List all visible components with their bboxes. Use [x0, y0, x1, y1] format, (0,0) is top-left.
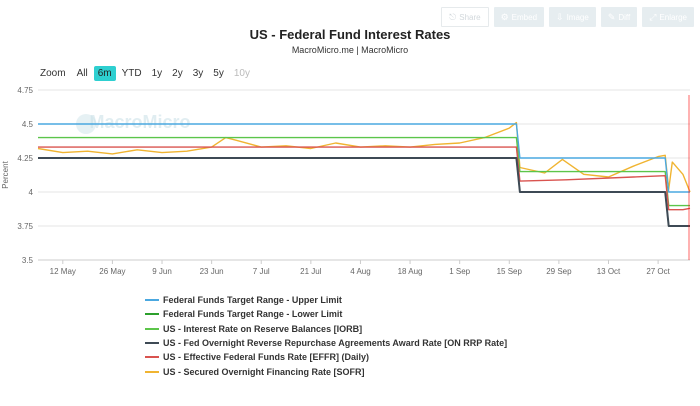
- zoom-6m-button[interactable]: 6m: [93, 66, 116, 81]
- y-tick-label: 4.75: [17, 86, 33, 95]
- legend-swatch-effr: [145, 356, 159, 359]
- x-tick-label: 21 Jul: [300, 267, 322, 276]
- x-tick-label: 26 May: [99, 267, 125, 276]
- y-axis-label: Percent: [1, 160, 10, 188]
- y-tick-label: 3.75: [17, 222, 33, 231]
- zoom-ytd-button[interactable]: YTD: [121, 68, 142, 79]
- series-line-sofr: [37, 121, 691, 193]
- x-tick-label: 18 Aug: [398, 267, 423, 276]
- diff-label: Diff: [618, 12, 631, 22]
- series-line-effr: [38, 146, 691, 211]
- share-label: Share: [459, 12, 481, 22]
- series-line-iorb: [38, 136, 690, 207]
- zoom-all-button[interactable]: All: [76, 68, 88, 79]
- x-tick-label: 4 Aug: [350, 267, 370, 276]
- chart-toolbar: ⎋ Share ⚙ Embed ⇩ Image ✎ Diff ⤢ Enlarge: [441, 7, 694, 27]
- legend-item-upper-limit[interactable]: Federal Funds Target Range - Upper Limit: [145, 293, 507, 307]
- zoom-label: Zoom: [40, 68, 66, 79]
- embed-button[interactable]: ⚙ Embed: [493, 7, 545, 27]
- y-tick-label: 4.5: [22, 120, 34, 129]
- zoom-3y-button[interactable]: 3y: [192, 68, 204, 79]
- series-line-onrrp: [38, 157, 690, 227]
- legend-swatch-onrrp: [145, 342, 159, 345]
- zoom-5y-button[interactable]: 5y: [213, 68, 224, 79]
- legend-item-iorb[interactable]: US - Interest Rate on Reserve Balances […: [145, 322, 507, 336]
- x-tick-label: 12 May: [50, 267, 76, 276]
- legend-item-effr[interactable]: US - Effective Federal Funds Rate [EFFR]…: [145, 350, 507, 364]
- y-tick-label: 4: [29, 188, 34, 197]
- x-tick-label: 9 Jun: [152, 267, 172, 276]
- legend-label-onrrp: US - Fed Overnight Reverse Repurchase Ag…: [163, 338, 508, 349]
- legend-swatch-sofr: [145, 370, 159, 373]
- x-tick-label: 23 Jun: [200, 267, 224, 276]
- legend-label-lower: Federal Funds Target Range - Lower Limit: [163, 309, 343, 320]
- zoom-10y-button[interactable]: 10y: [233, 68, 250, 79]
- x-tick-label: 1 Sep: [449, 267, 470, 276]
- legend-label-iorb: US - Interest Rate on Reserve Balances […: [163, 323, 363, 334]
- zoom-selector: Zoom All 6m YTD 1y 2y 3y 5y 10y: [40, 66, 256, 81]
- legend-swatch-lower: [145, 313, 159, 316]
- legend-label-effr: US - Effective Federal Funds Rate [EFFR]…: [163, 352, 370, 363]
- download-icon: ⇩: [556, 11, 564, 22]
- legend-item-lower-limit[interactable]: Federal Funds Target Range - Lower Limit: [145, 307, 507, 321]
- chart-subtitle: MacroMicro.me | MacroMicro: [291, 45, 409, 55]
- legend-item-onrrp[interactable]: US - Fed Overnight Reverse Repurchase Ag…: [145, 336, 507, 350]
- enlarge-icon: ⤢: [649, 11, 657, 22]
- x-tick-label: 15 Sep: [497, 267, 523, 276]
- enlarge-label: Enlarge: [659, 12, 687, 22]
- enlarge-button[interactable]: ⤢ Enlarge: [642, 7, 694, 27]
- diff-button[interactable]: ✎ Diff: [600, 7, 638, 27]
- embed-icon: ⚙: [500, 11, 509, 22]
- x-tick-label: 29 Sep: [546, 267, 572, 276]
- share-icon: ⎋: [449, 11, 457, 22]
- x-tick-label: 27 Oct: [646, 267, 670, 276]
- x-tick-label: 13 Oct: [597, 267, 621, 276]
- diff-icon: ✎: [607, 11, 616, 22]
- watermark-text: MacroMicro: [89, 112, 190, 132]
- series-line-upper: [38, 123, 690, 193]
- share-button[interactable]: ⎋ Share: [441, 7, 489, 27]
- line-chart: 3.5 3.75 4 4.25 4.5 4.75 MacroMicro Percent 12 M…: [1, 86, 691, 276]
- legend-item-sofr[interactable]: US - Secured Overnight Financing Rate [S…: [145, 364, 507, 378]
- chart-title: US - Federal Fund Interest Rates: [249, 27, 451, 42]
- y-tick-label: 3.5: [22, 256, 34, 265]
- image-button[interactable]: ⇩ Image: [549, 7, 596, 27]
- legend-label-sofr: US - Secured Overnight Financing Rate [S…: [163, 366, 365, 377]
- zoom-2y-button[interactable]: 2y: [172, 68, 183, 79]
- x-tick-label: 7 Jul: [253, 267, 270, 276]
- legend-swatch-iorb: [145, 327, 159, 330]
- zoom-1y-button[interactable]: 1y: [151, 68, 163, 79]
- embed-label: Embed: [511, 12, 538, 22]
- legend-label-upper: Federal Funds Target Range - Upper Limit: [163, 295, 342, 306]
- legend-swatch-upper: [145, 299, 159, 302]
- y-tick-label: 4.25: [17, 154, 33, 163]
- image-label: Image: [566, 12, 589, 22]
- chart-legend: Federal Funds Target Range - Upper Limit…: [145, 293, 507, 379]
